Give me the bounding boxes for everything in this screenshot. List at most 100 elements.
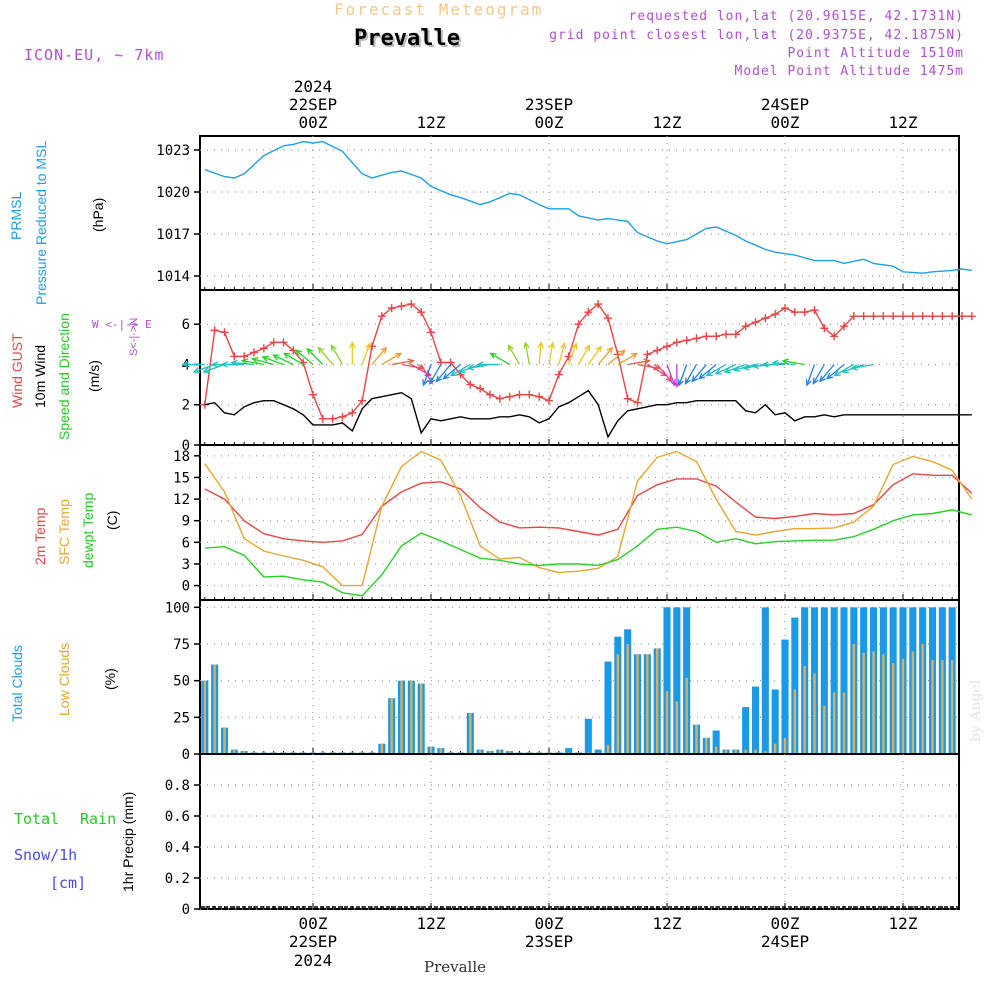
wind-arrow-head [317,346,325,354]
gust-marker [810,306,819,315]
wind-arrow-head [489,352,497,359]
wind-arrow-head [476,361,484,368]
cloud-bar-low [901,658,905,754]
wind-arrow-head [584,344,591,352]
wind-arrow [782,360,805,366]
cloud-bar-low [242,751,246,754]
top-hour-label: 12Z [889,113,918,132]
gust-marker [928,312,937,321]
wind-arrow [678,364,688,386]
panel-frame-0 [199,135,960,291]
wind-arrow-head [507,344,514,352]
wind-arrow [587,346,602,365]
cloud-bar-total [565,748,573,754]
wind-arrow [490,352,510,366]
wind-arrow [666,364,676,386]
y-tick-label: 0.4 [165,840,190,856]
gust-marker [623,394,632,403]
gust-marker [240,352,249,361]
gust-marker [879,312,888,321]
wind-arrow [851,363,874,369]
wind-arrow [401,363,424,369]
cloud-bar-total [791,617,799,754]
series-line-dewpt-temp [204,509,972,597]
wind-arrow [607,349,626,365]
y-tick-label: 0.2 [165,871,190,887]
y-tick-label: 15 [173,470,190,486]
panel-frame-1 [199,289,960,446]
top-year-label: 2024 [294,77,333,96]
gust-marker [751,318,760,327]
wind-arrow-head [812,377,819,385]
cloud-bar-low [891,663,895,754]
cloud-bar-low [882,654,885,754]
gust-marker [938,312,947,321]
compass-we: W <-|-> E [92,318,152,331]
cloud-bar-low [813,673,816,754]
top-hour-label: 00Z [771,113,800,132]
wind-arrow [391,360,414,366]
top-hour-label: 00Z [535,113,564,132]
gust-marker [830,332,839,341]
wind-arrow-head [537,341,544,349]
gust-marker [771,310,780,319]
footer-station: Prevalle [424,958,487,976]
wind-arrow-head [181,361,189,368]
gust-marker [889,312,898,321]
wind-arrow-head [210,361,219,368]
cloud-bar-total [712,730,720,754]
wind-arrow [627,360,650,366]
series-line-2m-temp [204,473,973,544]
wind-arrow [436,364,452,382]
wind-arrow [361,343,371,365]
gust-marker [682,336,691,345]
wind-arrow-head [282,352,291,359]
wind-arrow-head [458,367,466,374]
wind-arrow-head [449,370,458,377]
wind-arrow [656,364,672,382]
wind-arrow-head [272,354,280,361]
wind-arrow-head [240,358,249,365]
bottom-hour-label: 00Z [771,914,800,933]
gust-marker [849,312,858,321]
cloud-bar-low [675,701,679,754]
cloud-bar-low [655,648,659,754]
gust-marker [712,332,721,341]
bottom-hour-label: 12Z [653,914,682,933]
gust-marker [466,380,475,389]
cloud-bar-total [663,607,671,754]
cloud-bar-total [742,707,750,754]
bottom-year-label: 2024 [294,951,333,970]
y-tick-label: 0.6 [165,809,190,825]
cloud-bar-low [685,677,688,754]
gust-marker [318,414,327,423]
gust-marker [309,390,317,399]
gust-marker [230,352,239,361]
cloud-bar-low [626,644,629,754]
bottom-hour-label: 00Z [535,914,564,933]
wind-arrow [242,360,264,366]
wind-arrow [262,356,284,366]
wind-arrow [819,364,835,382]
wind-arrow-head [705,370,713,377]
gust-marker [397,302,406,311]
wind-arrow [330,345,344,365]
gust-marker [495,394,504,403]
top-date-label: 24SEP [761,95,809,114]
gust-marker [220,328,229,337]
label-precip-cm: [cm] [50,874,87,892]
wind-arrow-head [571,342,578,350]
cloud-bar-low [695,724,698,754]
cloud-bar-low [842,692,846,754]
y-tick-label: 0 [182,579,190,595]
wind-arrow [617,352,638,366]
wind-arrow [637,363,660,369]
gust-marker [269,338,278,347]
gust-marker [663,342,671,351]
cloud-bar-low [773,743,777,754]
wind-arrow-head [606,346,614,354]
wind-arrow-head [548,341,556,349]
cloud-bar-low [508,751,511,754]
wind-arrow-head [841,367,850,374]
y-tick-label: 25 [173,710,190,726]
